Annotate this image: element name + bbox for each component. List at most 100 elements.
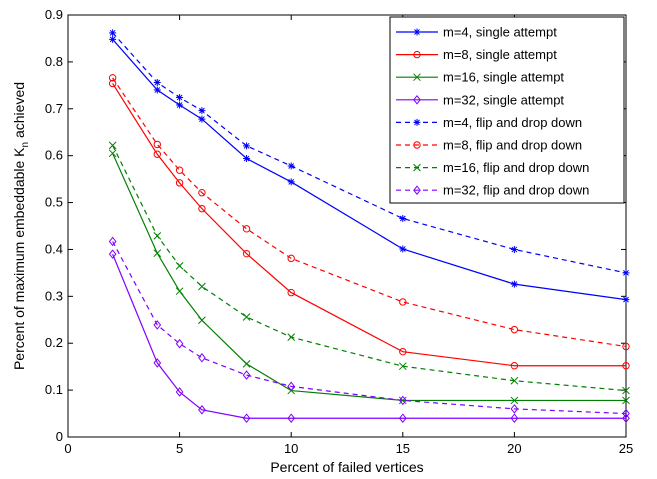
diamond-marker [510, 413, 519, 424]
x-marker [242, 313, 251, 321]
diamond-marker [175, 387, 184, 397]
x-marker [198, 316, 206, 325]
series-line [112, 145, 627, 392]
star-marker [287, 162, 295, 170]
diamond-marker [510, 404, 519, 414]
x-tick-label: 10 [284, 441, 298, 456]
x-marker [398, 396, 407, 405]
y-tick-label: 0 [56, 429, 63, 444]
x-marker [413, 163, 421, 172]
circle-marker [399, 298, 407, 306]
star-marker [399, 214, 407, 222]
diamond-marker [398, 413, 407, 424]
legend-label: m=16, flip and drop down [443, 160, 589, 175]
diamond-marker [287, 413, 296, 424]
circle-marker [108, 79, 117, 88]
star-marker [413, 118, 421, 126]
y-tick-label: 0.5 [45, 195, 63, 210]
series-line [112, 241, 627, 415]
diamond-marker [242, 370, 251, 380]
legend: m=4, single attempt m=8, single attempt m=… [389, 16, 625, 204]
x-marker [242, 359, 251, 368]
diamond-marker [175, 338, 184, 349]
legend-label: m=4, flip and drop down [443, 115, 582, 130]
star-marker [399, 245, 407, 253]
y-axis-title-main: Percent of maximum embeddable K [11, 147, 27, 370]
circle-marker [153, 140, 161, 149]
x-marker [510, 376, 519, 385]
legend-entry: m=8, flip and drop down [396, 138, 582, 153]
x-marker [287, 333, 296, 341]
x-marker [510, 396, 519, 405]
legend-label: m=8, single attempt [443, 47, 557, 62]
diamond-marker [153, 358, 162, 368]
series-1 [109, 35, 630, 304]
star-marker [176, 101, 184, 109]
circle-marker [153, 150, 161, 158]
star-marker [198, 115, 206, 123]
series-line [112, 253, 626, 419]
x-marker [153, 231, 162, 240]
star-marker [622, 296, 630, 304]
x-marker [175, 262, 184, 270]
x-axis-title: Percent of failed vertices [270, 459, 423, 475]
series-4 [108, 249, 630, 424]
circle-marker [399, 347, 407, 356]
series-2 [108, 79, 630, 370]
diamond-marker [153, 320, 162, 330]
series-line [112, 77, 627, 348]
circle-marker [198, 189, 206, 197]
y-tick-label: 0.3 [45, 288, 63, 303]
circle-marker [622, 342, 630, 351]
series-line [112, 83, 626, 367]
series-6 [108, 74, 630, 351]
circle-marker [287, 254, 295, 263]
y-tick-label: 0.7 [45, 101, 63, 116]
legend-entry: m=8, single attempt [396, 47, 557, 62]
diamond-marker [413, 94, 421, 105]
legend-entry: m=4, single attempt [396, 25, 557, 40]
star-marker [176, 94, 184, 102]
series-layer [108, 29, 630, 424]
axis-ticks: 0 5 10 15 20 25 0 0.1 0.2 0.3 0.4 0.5 0.6 0.7 0.8 0.9 [45, 7, 633, 456]
legend-entry: m=16, flip and drop down [396, 160, 589, 175]
circle-marker [413, 141, 421, 149]
x-marker [398, 362, 407, 371]
circle-marker [198, 204, 206, 213]
star-marker [413, 28, 421, 36]
x-marker [622, 396, 630, 405]
circle-marker [510, 362, 519, 370]
circle-marker [287, 288, 295, 297]
x-tick-label: 0 [64, 441, 71, 456]
series-line [112, 32, 627, 274]
diamond-marker [242, 413, 251, 424]
diamond-marker [622, 408, 630, 419]
x-tick-label: 25 [619, 441, 633, 456]
circle-marker [242, 249, 251, 258]
circle-marker [175, 166, 184, 174]
x-marker [108, 149, 117, 158]
circle-marker [413, 50, 421, 59]
series-8 [108, 236, 630, 419]
y-axis-title-suffix: achieved [11, 82, 27, 142]
legend-entry: m=32, single attempt [396, 92, 564, 107]
circle-marker [622, 362, 630, 370]
legend-label: m=4, single attempt [443, 25, 557, 40]
star-marker [510, 280, 518, 288]
star-marker [510, 245, 518, 253]
y-axis-title-subscript: n [20, 142, 31, 148]
star-marker [243, 142, 251, 150]
x-marker [175, 287, 184, 296]
star-marker [109, 35, 117, 43]
y-tick-label: 0.2 [45, 335, 63, 350]
x-marker [622, 386, 630, 395]
diamond-marker [108, 236, 117, 247]
x-marker [108, 141, 117, 150]
legend-entry: m=16, single attempt [396, 70, 564, 85]
y-tick-label: 0.8 [45, 54, 63, 69]
diamond-marker [108, 249, 117, 259]
diamond-marker [287, 381, 296, 392]
y-axis-title: Percent of maximum embeddable Kn achieve… [11, 82, 31, 370]
circle-marker [510, 325, 519, 334]
